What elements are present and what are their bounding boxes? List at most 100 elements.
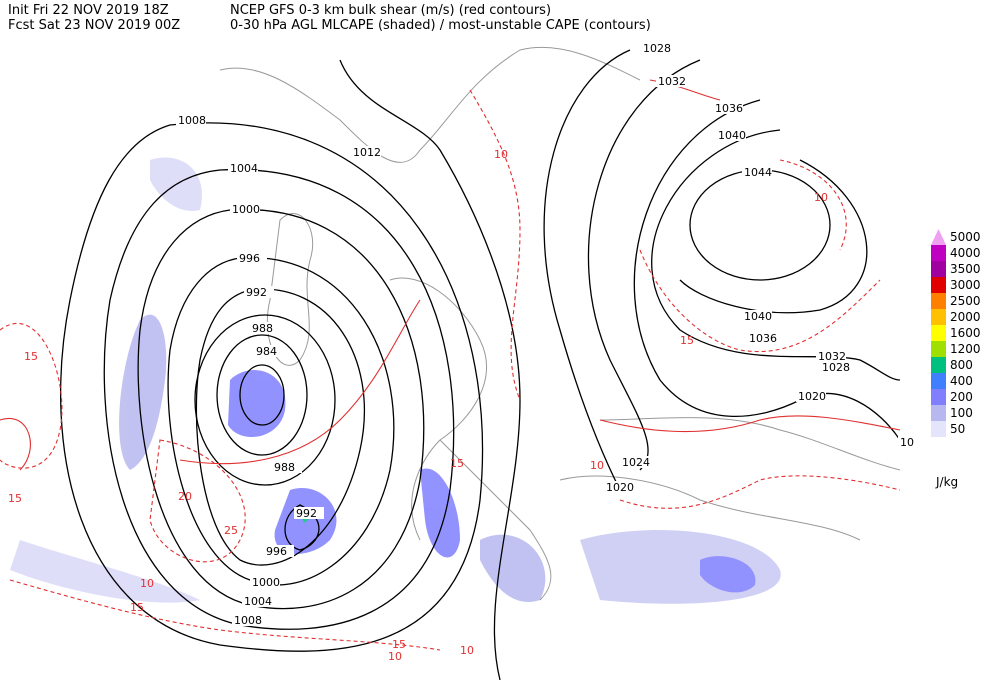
shear-label: 15	[450, 457, 464, 470]
pressure-label: 1004	[230, 162, 258, 175]
pressure-label: 1040	[744, 310, 772, 323]
shear-label: 10	[140, 577, 154, 590]
pressure-label: 1032	[818, 350, 846, 363]
legend-label: 4000	[950, 246, 981, 260]
pressure-label: 1028	[822, 361, 850, 374]
contour-label-bg	[604, 481, 634, 493]
legend-label: 1600	[950, 326, 981, 340]
contour-label-bg	[620, 456, 650, 468]
shear-label: 10	[814, 191, 828, 204]
legend-swatch	[931, 309, 946, 325]
pressure-label: 984	[256, 345, 277, 358]
pressure-label: 996	[239, 252, 260, 265]
pressure-label: 1020	[798, 390, 826, 403]
shear-label: 10	[388, 650, 402, 663]
contour-label-bg	[742, 310, 772, 322]
legend-label: 50	[950, 422, 965, 436]
contour-label-bg	[351, 146, 381, 158]
pressure-label: 1000	[232, 203, 260, 216]
pressure-label: 1008	[234, 614, 262, 627]
title-line-2: 0-30 hPa AGL MLCAPE (shaded) / most-unst…	[230, 18, 651, 33]
pressure-label: 1020	[606, 481, 634, 494]
pressure-label: 10	[900, 436, 914, 449]
contour-label-bg	[244, 286, 274, 298]
pressure-label: 996	[266, 545, 287, 558]
legend-label: 800	[950, 358, 973, 372]
contour-label-bg	[716, 129, 746, 141]
contour-label-bg	[294, 507, 324, 519]
contour-label-bg	[232, 614, 262, 626]
contour-label-bg	[898, 436, 928, 448]
legend-label: 1200	[950, 342, 981, 356]
legend-label: 5000	[950, 230, 981, 244]
pressure-label: 992	[296, 507, 317, 520]
legend-swatch	[931, 261, 946, 277]
pressure-label: 1024	[622, 456, 650, 469]
contour-label-bg	[656, 75, 686, 87]
legend-swatch	[931, 421, 946, 437]
legend-swatch	[931, 277, 946, 293]
legend-swatch	[931, 229, 946, 245]
contour-label-bg	[713, 102, 743, 114]
legend-label: 2500	[950, 294, 981, 308]
coastlines	[219, 46, 901, 601]
contour-label-bg	[796, 390, 826, 402]
shear-label: 20	[178, 490, 192, 503]
forecast-time: Fcst Sat 23 NOV 2019 00Z	[8, 18, 180, 33]
legend-swatch	[931, 373, 946, 389]
contour-label-bg	[250, 576, 280, 588]
contour-label-bg	[816, 350, 846, 362]
shear-label: 15	[24, 350, 38, 363]
contour-label-bg	[254, 345, 284, 357]
pressure-label: 1036	[749, 332, 777, 345]
pressure-label: 1004	[244, 595, 272, 608]
legend-swatch	[931, 357, 946, 373]
cape-shading	[10, 157, 781, 604]
legend-label: 3500	[950, 262, 981, 276]
contour-label-bg	[176, 114, 206, 126]
contour-label-bg	[228, 162, 258, 174]
legend-swatch	[931, 405, 946, 421]
contour-label-bg	[237, 252, 267, 264]
title-line-1: NCEP GFS 0-3 km bulk shear (m/s) (red co…	[230, 3, 551, 18]
legend-swatch	[931, 389, 946, 405]
contour-label-bg	[264, 545, 294, 557]
pressure-label: 988	[274, 461, 295, 474]
pressure-label: 1044	[744, 166, 772, 179]
pressure-label: 1036	[715, 102, 743, 115]
pressure-label: 988	[252, 322, 273, 335]
shear-label: 15	[130, 601, 144, 614]
legend-label: 200	[950, 390, 973, 404]
legend-label: 2000	[950, 310, 981, 324]
shear-label: 25	[224, 524, 238, 537]
legend-swatch	[931, 325, 946, 341]
legend-label: 400	[950, 374, 973, 388]
pressure-label: 1032	[658, 75, 686, 88]
shear-label: 15	[680, 334, 694, 347]
pressure-label: 1008	[178, 114, 206, 127]
shear-label: 15	[392, 638, 406, 651]
contour-label-bg	[747, 332, 777, 344]
contour-label-bg	[250, 322, 280, 334]
contour-label-bg	[742, 166, 772, 178]
contour-label-bg	[820, 361, 850, 373]
shear-label: 10	[494, 148, 508, 161]
legend-label: 3000	[950, 278, 981, 292]
contour-label-bg	[272, 461, 302, 473]
contour-label-bg	[242, 595, 272, 607]
shear-label: 10	[460, 644, 474, 657]
legend-swatch	[931, 293, 946, 309]
pressure-label: 992	[246, 286, 267, 299]
pressure-label: 1012	[353, 146, 381, 159]
contour-label-bg	[230, 203, 260, 215]
shear-label: 10	[590, 459, 604, 472]
pressure-label: 1028	[643, 42, 671, 55]
init-time: Init Fri 22 NOV 2019 18Z	[8, 3, 169, 18]
legend-swatch	[931, 245, 946, 261]
contour-label-bg	[641, 42, 671, 54]
shear-label: 15	[8, 492, 22, 505]
legend-label: 100	[950, 406, 973, 420]
legend-swatch	[931, 341, 946, 357]
